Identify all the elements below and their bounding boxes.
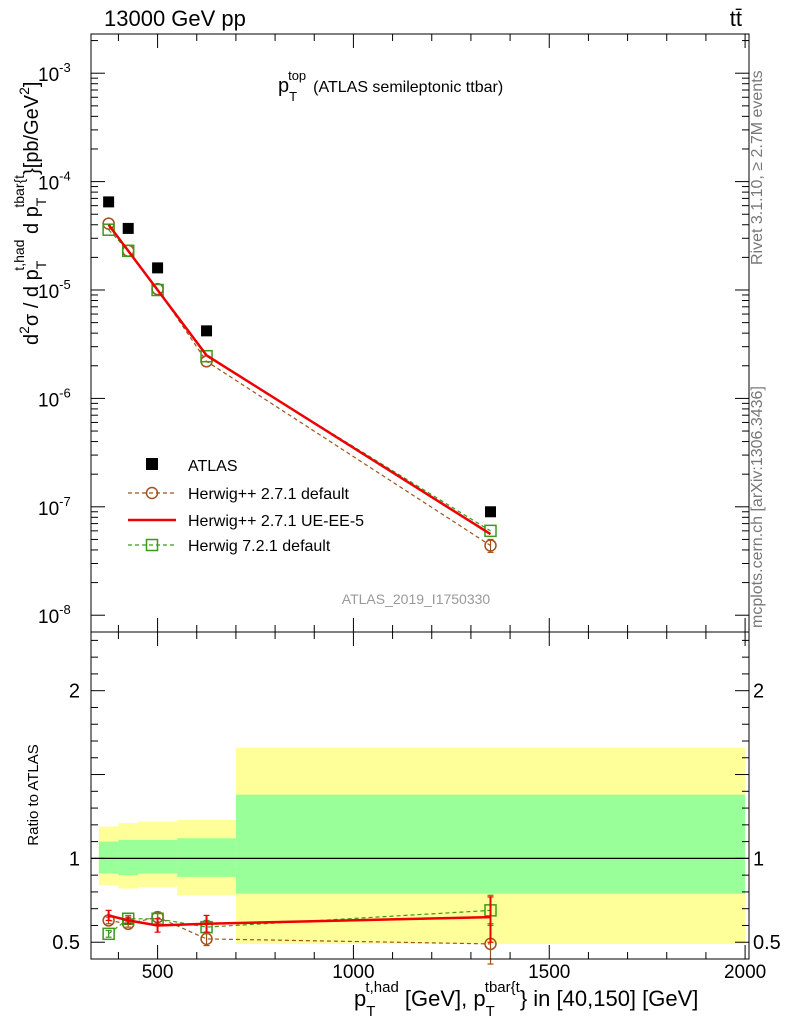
ratio-y-tick-label-right: 2	[753, 681, 764, 703]
main-point-herwig271	[484, 539, 497, 552]
legend-marker-herwig721	[145, 538, 159, 552]
legend-label-ueee5: Herwig++ 2.7.1 UE-EE-5	[188, 513, 364, 530]
main-y-tick-label: 10-6	[38, 385, 71, 411]
uncertainty-band-inner	[138, 839, 178, 874]
main-y-tick-label: 10-8	[38, 602, 71, 628]
main-point-herwig721	[121, 244, 135, 258]
mcplots-label: mcplots.cern.ch [arXiv:1306.3436]	[749, 386, 766, 628]
legend: ATLAS Herwig++ 2.7.1 default Herwig++ 2.…	[128, 458, 364, 555]
main-y-tick-label: 10-4	[38, 169, 71, 195]
uncertainty-band-inner	[177, 838, 236, 877]
x-tick-label: 1500	[528, 962, 570, 983]
analysis-watermark: ATLAS_2019_I1750330	[342, 591, 491, 607]
main-point-atlas	[152, 262, 164, 274]
ratio-y-tick-label-right: 1	[753, 848, 764, 870]
main-panel: 10-8 10-7 10-6 10-5 10-4 10-3 pTtop(ATLAS sem…	[11, 33, 750, 633]
main-point-atlas	[103, 196, 115, 208]
uncertainty-band-inner	[118, 839, 138, 876]
energy-label: 13000 GeV pp	[104, 6, 246, 31]
legend-label-herwig721: Herwig 7.2.1 default	[188, 538, 331, 555]
main-title: pTtop(ATLAS semileptonic ttbar)	[278, 68, 503, 104]
ratio-point-herwig721	[102, 927, 115, 941]
x-tick-label: 500	[142, 962, 174, 983]
main-point-herwig721	[151, 283, 164, 297]
main-y-tick-label: 10-3	[38, 60, 71, 86]
main-point-atlas	[201, 325, 213, 337]
x-axis-label: pTt,had [GeV], pTtbar{t} in [40,150] [Ge…	[354, 979, 698, 1020]
uncertainty-band-inner	[98, 841, 119, 874]
ratio-y-tick-label: 1	[69, 848, 80, 870]
ratio-frame	[90, 631, 750, 960]
main-point-atlas	[122, 222, 134, 234]
rivet-label: Rivet 3.1.10, ≥ 2.7M events	[749, 70, 766, 265]
ratio-y-axis-label: Ratio to ATLAS	[25, 744, 42, 845]
legend-marker-atlas	[146, 458, 158, 470]
ratio-y-tick-label-right: 0.5	[753, 932, 781, 954]
legend-label-herwig271: Herwig++ 2.7.1 default	[188, 486, 350, 503]
legend-label-atlas: ATLAS	[188, 458, 238, 475]
ratio-y-tick-label: 0.5	[52, 932, 80, 954]
main-point-herwig721	[200, 349, 213, 363]
process-label: tt̄	[730, 6, 742, 31]
x-tick-label: 2000	[724, 962, 766, 983]
legend-marker-herwig271	[145, 486, 159, 500]
main-point-atlas	[485, 506, 496, 518]
main-line-ueee5	[107, 223, 492, 536]
main-y-tick-label: 10-5	[38, 277, 71, 303]
x-tick-label: 1000	[332, 962, 374, 983]
main-y-axis-label: d2σ / d pTt,had d pTtbar{t}[pb/GeV2]	[11, 82, 49, 346]
main-point-herwig721	[102, 223, 115, 236]
uncertainty-band-inner	[235, 794, 746, 894]
main-y-tick-label: 10-7	[38, 494, 71, 520]
ratio-y-tick-label: 2	[69, 681, 80, 703]
ratio-panel: 0.5 0.5 1 1 2 2 500 1000 1500 2000 Ratio to ATLAS…	[25, 631, 781, 1020]
